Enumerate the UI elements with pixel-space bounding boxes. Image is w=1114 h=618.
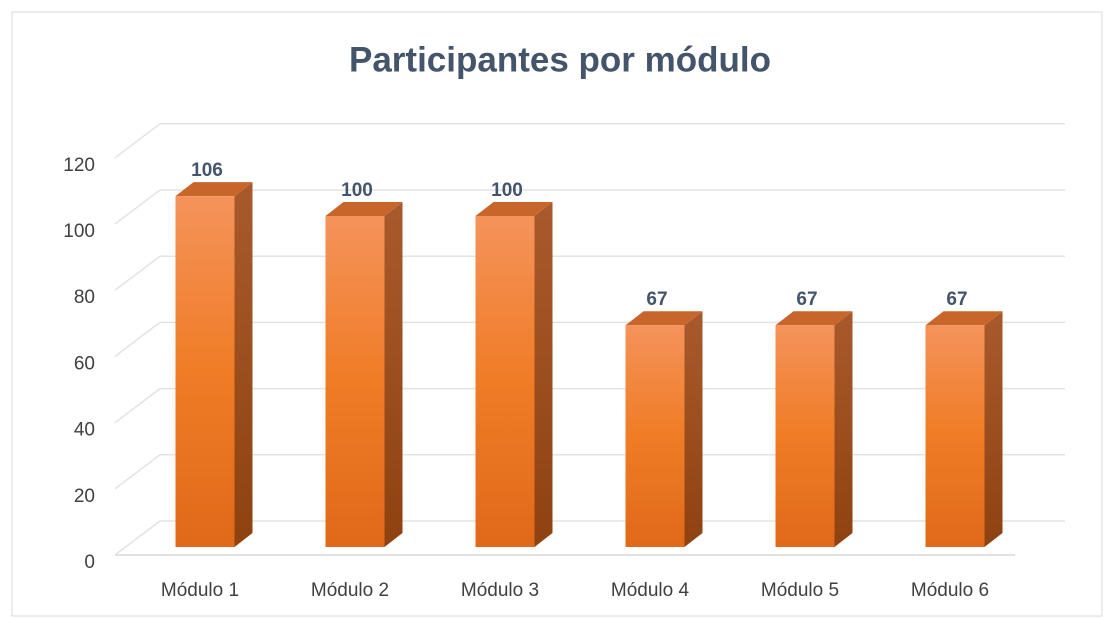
y-tick-label: 120 xyxy=(63,155,95,176)
bar xyxy=(925,325,985,547)
bar xyxy=(175,196,235,547)
y-tick-label: 0 xyxy=(84,552,95,573)
bar-top xyxy=(325,202,403,216)
grid-line-side xyxy=(114,454,161,490)
y-tick-label: 40 xyxy=(74,420,95,441)
bar-side xyxy=(234,182,253,547)
x-tick-label: Módulo 3 xyxy=(461,580,539,601)
data-label: 106 xyxy=(191,160,223,181)
grid-line-side xyxy=(114,255,161,291)
bar-side xyxy=(984,311,1003,547)
data-label: 100 xyxy=(491,180,523,201)
x-tick-label: Módulo 4 xyxy=(611,580,690,601)
data-label: 67 xyxy=(946,289,967,310)
chart-frame xyxy=(11,11,1103,617)
y-tick-label: 100 xyxy=(63,221,95,242)
bar-side xyxy=(684,311,703,547)
x-tick-label: Módulo 1 xyxy=(161,580,239,601)
bar-top xyxy=(925,311,1003,326)
x-tick-label: Módulo 2 xyxy=(311,580,389,601)
grid-line-side xyxy=(114,321,161,357)
bar-top xyxy=(475,202,553,216)
data-label: 67 xyxy=(796,289,817,310)
y-tick-label: 80 xyxy=(74,287,95,308)
grid-line-side xyxy=(114,189,161,225)
data-label: 67 xyxy=(646,289,667,310)
bar-top xyxy=(175,182,253,197)
grid-line-side xyxy=(114,388,161,424)
y-tick-label: 20 xyxy=(74,486,95,507)
grid-line-side xyxy=(114,123,161,159)
chart-title: Participantes por módulo xyxy=(349,40,771,79)
data-label: 100 xyxy=(341,180,373,201)
bar-top xyxy=(625,311,703,326)
bar-top xyxy=(775,311,853,326)
y-tick-label: 60 xyxy=(74,353,95,374)
bar xyxy=(775,325,835,547)
bar-side xyxy=(384,202,403,547)
bar-side xyxy=(834,311,853,547)
x-tick-label: Módulo 5 xyxy=(761,580,839,601)
bar xyxy=(325,216,385,547)
grid-line-side xyxy=(114,520,161,556)
bar xyxy=(475,216,535,547)
bar-side xyxy=(534,202,553,547)
bar xyxy=(625,325,685,547)
x-tick-label: Módulo 6 xyxy=(911,580,989,601)
